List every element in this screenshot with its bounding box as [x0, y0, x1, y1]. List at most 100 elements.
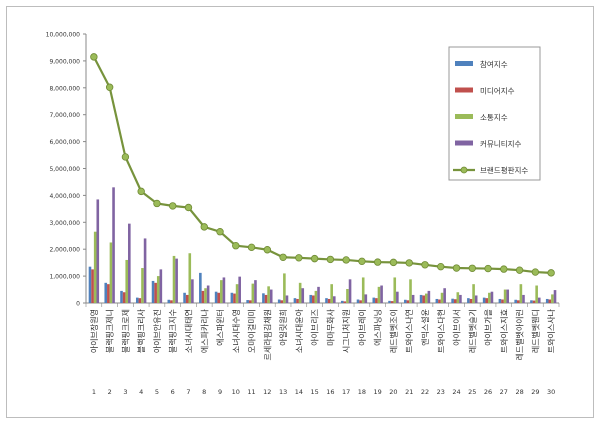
bar-2-6 [170, 300, 173, 303]
bar-1-1 [88, 266, 92, 303]
legend-marker [460, 166, 468, 174]
bar-1-7 [183, 292, 186, 303]
bar-3-9 [220, 280, 223, 303]
bar-4-23 [443, 288, 446, 303]
x-category-label: 레드벨벳조이 [388, 309, 398, 353]
bar-3-30 [551, 294, 554, 303]
bar-1-16 [325, 298, 328, 303]
bar-2-13 [280, 300, 284, 303]
bar-3-1 [93, 231, 97, 303]
bar-2-3 [122, 292, 126, 303]
bar-2-10 [233, 293, 236, 303]
bar-3-19 [377, 286, 381, 303]
line-point-15 [310, 254, 319, 263]
bar-4-19 [380, 285, 383, 303]
legend-box [448, 46, 541, 181]
bar-1-24 [451, 298, 454, 303]
bar-4-28 [522, 294, 525, 303]
bar-2-11 [248, 300, 252, 303]
bar-1-28 [514, 299, 517, 303]
line-point-9 [216, 228, 224, 236]
y-tick-label: 6,000,000 [49, 139, 80, 146]
bar-4-1 [96, 199, 100, 303]
bar-4-2 [112, 187, 115, 303]
x-category-label: 레드벨벳아이린 [515, 309, 525, 361]
brand-reputation-chart: 0 1,000,000 2,000,000 3,000,000 4,000,000 5,0… [46, 32, 560, 396]
x-category-label: 레드벨벳슬기 [467, 309, 477, 353]
line-series [90, 53, 555, 277]
bar-3-5 [156, 276, 160, 303]
line-point-24 [452, 264, 461, 272]
line-point-12 [263, 246, 272, 254]
x-category-label: 트와이스사나 [546, 308, 556, 353]
bar-2-15 [312, 295, 315, 303]
bar-3-4 [141, 268, 144, 303]
bar-3-12 [267, 286, 270, 303]
x-rank-label: 23 [437, 388, 445, 396]
x-rank-label: 10 [232, 388, 240, 396]
bar-4-15 [317, 286, 320, 303]
x-category-label: 에스파닝닝 [373, 309, 383, 346]
bar-3-11 [251, 283, 255, 303]
bar-2-2 [107, 284, 110, 303]
y-tick-label: 4,000,000 [49, 193, 80, 200]
legend-label: 미디어지수 [480, 86, 515, 96]
x-rank-label: 18 [358, 388, 366, 396]
bar-2-14 [296, 298, 299, 303]
bar-4-16 [332, 296, 336, 303]
x-category-label: 블랙핑크로제 [120, 309, 130, 353]
line-point-10 [232, 242, 240, 250]
bar-1-15 [309, 294, 313, 303]
bar-3-25 [472, 284, 475, 303]
bar-4-18 [364, 294, 368, 303]
x-rank-label: 25 [468, 388, 476, 396]
bar-2-9 [217, 292, 221, 303]
x-rank-label: 1 [92, 388, 96, 396]
x-rank-label: 14 [295, 388, 303, 396]
bar-2-20 [390, 301, 394, 303]
line-point-5 [153, 199, 161, 208]
x-rank-label: 2 [108, 388, 112, 396]
bar-1-14 [293, 298, 297, 303]
x-rank-label: 6 [171, 388, 175, 396]
x-rank-label: 7 [186, 388, 190, 396]
line-point-3 [121, 153, 130, 161]
bar-4-20 [396, 291, 399, 303]
y-tick-label: 2,000,000 [49, 247, 80, 254]
bar-3-23 [440, 292, 444, 303]
bar-4-26 [490, 291, 494, 303]
x-category-label: 아이브안유진 [152, 309, 162, 353]
bar-1-17 [340, 300, 344, 303]
bar-2-5 [154, 282, 157, 303]
x-rank-label: 15 [310, 388, 318, 396]
x-category-label: 아이브리즈 [310, 309, 320, 346]
line-point-4 [137, 187, 145, 196]
x-category-label: 아일릿원희 [278, 309, 288, 346]
bar-3-3 [125, 259, 129, 303]
bar-1-9 [214, 291, 218, 303]
line-point-8 [200, 223, 208, 231]
x-rank-label: 5 [155, 388, 159, 396]
bar-2-26 [485, 298, 489, 303]
x-rank-label: 9 [218, 388, 222, 396]
bar-4-25 [474, 295, 478, 303]
bar-3-26 [488, 292, 491, 303]
y-tick-label: 5,000,000 [49, 166, 80, 173]
bar-4-10 [238, 276, 241, 303]
x-rank-label: 4 [139, 388, 143, 396]
bar-4-17 [348, 279, 352, 303]
bar-3-6 [172, 255, 176, 303]
legend-swatch [455, 61, 473, 66]
x-category-label: 시그니처지원 [341, 309, 351, 353]
y-tick-label: 7,000,000 [49, 112, 80, 119]
x-rank-label: 8 [202, 388, 206, 396]
bar-4-13 [285, 295, 289, 303]
line-point-30 [547, 269, 555, 277]
y-tick-label: 0 [76, 301, 80, 308]
line-point-14 [295, 254, 303, 262]
line-point-16 [326, 255, 335, 264]
bar-3-18 [361, 277, 365, 303]
bar-2-17 [343, 301, 347, 303]
bar-1-18 [356, 299, 360, 303]
bar-2-21 [406, 300, 410, 303]
